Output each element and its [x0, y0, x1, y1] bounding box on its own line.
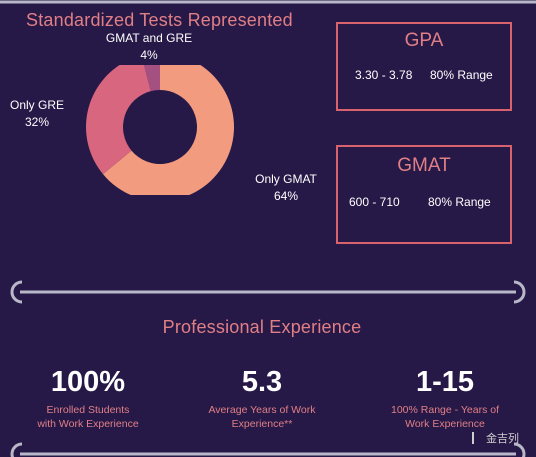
stat-enrolled-value: 100%: [50, 366, 126, 398]
gmat-note: 80% Range: [428, 195, 491, 209]
gmat-range: 600 - 710: [349, 195, 400, 209]
gpa-box: GPA 3.30 - 3.78 80% Range: [336, 22, 512, 111]
stat-range-caption: 100% Range - Years of Work Experience: [375, 403, 515, 431]
stat-range-value: 1-15: [415, 366, 475, 398]
slice-only-gre: [86, 65, 151, 175]
experience-title: Professional Experience: [162, 317, 362, 337]
watermark: 金吉列: [472, 430, 519, 446]
label-both-name: GMAT and GRE: [105, 31, 193, 45]
gmat-box: GMAT 600 - 710 80% Range: [336, 145, 512, 244]
label-gre-name: Only GRE: [9, 98, 64, 112]
tests-title: Standardized Tests Represented: [26, 10, 293, 30]
stat-years-caption-2: Experience**: [231, 418, 293, 430]
slice-only-gmat: [102, 65, 234, 195]
gmat-title: GMAT: [397, 155, 451, 176]
stat-years-caption: Average Years of Work Experience**: [192, 403, 332, 431]
stat-enrolled-caption-2: with Work Experience: [37, 418, 139, 430]
stat-years-value: 5.3: [241, 366, 283, 398]
label-gre-pct: 32%: [24, 115, 50, 129]
stat-enrolled-caption-1: Enrolled Students: [46, 404, 130, 416]
label-gre: Only GRE 32%: [2, 97, 72, 131]
gpa-note: 80% Range: [430, 68, 493, 82]
stat-years-caption-1: Average Years of Work: [208, 404, 316, 416]
stat-range-caption-1: 100% Range - Years of: [391, 404, 499, 416]
donut-chart: [86, 65, 234, 195]
stat-range-caption-2: Work Experience: [405, 418, 485, 430]
stat-enrolled-caption: Enrolled Students with Work Experience: [18, 403, 158, 431]
label-gmat-name: Only GMAT: [255, 172, 317, 186]
label-gmat: Only GMAT 64%: [246, 171, 326, 205]
label-both: GMAT and GRE 4%: [96, 30, 202, 64]
watermark-logo-icon: [472, 432, 484, 444]
watermark-text: 金吉列: [486, 433, 519, 445]
slice-gmat-and-gre: [144, 65, 160, 92]
bottom-divider: [10, 442, 526, 457]
top-divider: [0, 0, 536, 4]
middle-divider: [10, 280, 526, 304]
gpa-range: 3.30 - 3.78: [355, 68, 413, 82]
label-both-pct: 4%: [140, 48, 158, 62]
gpa-title: GPA: [404, 30, 444, 51]
label-gmat-pct: 64%: [273, 189, 299, 203]
